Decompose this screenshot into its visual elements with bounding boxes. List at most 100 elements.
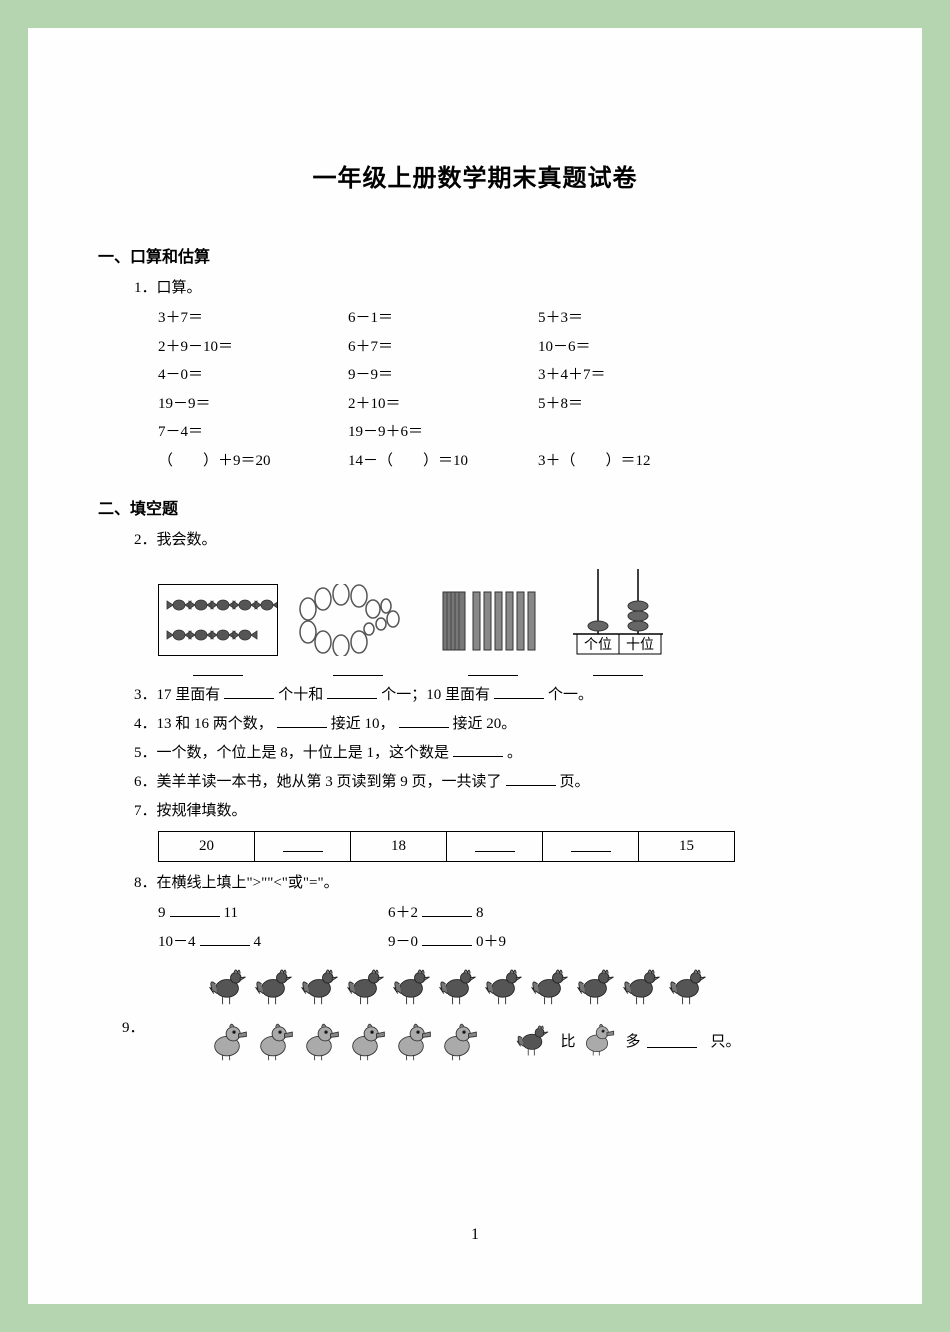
rooster-icon: [619, 962, 663, 1006]
blank: [571, 836, 611, 852]
blank: [333, 662, 383, 676]
blank: [170, 901, 220, 917]
rooster-icon: [343, 962, 387, 1006]
q9: 9．: [98, 956, 852, 1062]
compare-item: 10－44: [158, 928, 388, 957]
cmp-left: 9: [158, 905, 166, 921]
q5: 5．一个数，个位上是 8，十位上是 1，这个数是。: [134, 740, 852, 767]
q6-text: 页。: [560, 774, 590, 790]
exam-title: 一年级上册数学期末真题试卷: [98, 158, 852, 193]
calc-cell: 9－9＝: [348, 361, 538, 390]
q8-label: 8．在横线上填上">""<"或"="。: [134, 870, 852, 897]
blank: [475, 836, 515, 852]
q6-text: 6．美羊羊读一本书，她从第 3 页读到第 9 页，一共读了: [134, 774, 502, 790]
eggs-box: [293, 584, 423, 676]
section1-header: 一、口算和估算: [98, 243, 852, 267]
svg-text:个位: 个位: [584, 637, 612, 653]
sticks-icon: [438, 584, 548, 656]
q7-label: 7．按规律填数。: [134, 798, 852, 825]
duck-icon: [205, 1018, 249, 1062]
sticks-box: [438, 584, 548, 676]
duck-icon: [389, 1018, 433, 1062]
blank: [283, 836, 323, 852]
abacus-box: 个位 十位: [563, 564, 673, 676]
q9-bi: 比: [561, 1030, 576, 1051]
calc-cell: 7－4＝: [158, 418, 348, 447]
duck-icon: [251, 1018, 295, 1062]
blank: [224, 683, 274, 699]
cmp-left: 6＋2: [388, 905, 418, 921]
calc-cell: 4－0＝: [158, 361, 348, 390]
q4: 4．13 和 16 两个数， 接近 10， 接近 20。: [134, 711, 852, 738]
duck-icon: [578, 1019, 616, 1057]
blank: [468, 662, 518, 676]
calc-cell: （ ）＋9＝20: [158, 447, 348, 476]
pattern-cell: 20: [159, 832, 255, 862]
q5-text: 。: [507, 745, 522, 761]
rooster-icon: [665, 962, 709, 1006]
candy-icon: [158, 584, 278, 656]
duck-row: 比 多 只。: [205, 1018, 741, 1062]
abacus-icon: 个位 十位: [563, 564, 673, 656]
q4-text: 4．13 和 16 两个数，: [134, 716, 273, 732]
eggs-icon: [293, 584, 423, 656]
page-number: 1: [28, 1226, 922, 1244]
compare-item: 6＋2 8: [388, 899, 618, 928]
compare-item: 911: [158, 899, 388, 928]
blank: [200, 930, 250, 946]
counting-images: 个位 十位: [158, 564, 852, 676]
calc-cell: 5＋8＝: [538, 390, 728, 419]
pattern-cell: [447, 832, 543, 862]
q2-label: 2．我会数。: [134, 527, 852, 554]
rooster-icon: [205, 962, 249, 1006]
q3-text: 个一；10 里面有: [381, 687, 490, 703]
blank: [193, 662, 243, 676]
pattern-cell: 18: [351, 832, 447, 862]
q6: 6．美羊羊读一本书，她从第 3 页读到第 9 页，一共读了 页。: [134, 769, 852, 796]
calc-cell: 6－1＝: [348, 304, 538, 333]
calc-cell: 19－9＝: [158, 390, 348, 419]
section2-header: 二、填空题: [98, 495, 852, 519]
calc-cell: 5＋3＝: [538, 304, 728, 333]
q4-text: 接近 20。: [453, 716, 517, 732]
blank: [506, 770, 556, 786]
rooster-icon: [481, 962, 525, 1006]
duck-icon: [343, 1018, 387, 1062]
rooster-icon: [297, 962, 341, 1006]
q9-duo: 多: [626, 1030, 641, 1051]
rooster-icon: [527, 962, 571, 1006]
page: 一年级上册数学期末真题试卷 一、口算和估算 1．口算。 3＋7＝ 6－1＝ 5＋…: [28, 28, 922, 1304]
rooster-icon: [389, 962, 433, 1006]
q9-zhi: 只。: [711, 1030, 741, 1051]
calc-cell: 2＋10＝: [348, 390, 538, 419]
pattern-table: 20 18 15: [158, 831, 735, 862]
blank: [399, 712, 449, 728]
cmp-right: 8: [476, 905, 484, 921]
calc-cell: 3＋7＝: [158, 304, 348, 333]
calc-cell: 6＋7＝: [348, 333, 538, 362]
blank: [422, 901, 472, 917]
calc-cell: 2＋9－10＝: [158, 333, 348, 362]
candy-box: [158, 584, 278, 676]
duck-icon: [435, 1018, 479, 1062]
blank: [277, 712, 327, 728]
cmp-left: 10－4: [158, 934, 196, 950]
blank: [453, 741, 503, 757]
calc-cell: [538, 418, 728, 447]
compare-item: 9－00＋9: [388, 928, 618, 957]
calc-cell: 3＋4＋7＝: [538, 361, 728, 390]
calc-cell: 14－（ ）＝10: [348, 447, 538, 476]
q3-text: 个十和: [278, 687, 323, 703]
rooster-icon: [435, 962, 479, 1006]
q1-label: 1．口算。: [134, 275, 852, 302]
q9-label: 9．: [122, 1016, 145, 1037]
q3: 3．17 里面有个十和个一；10 里面有个一。: [134, 682, 852, 709]
calc-cell: 3＋（ ）＝12: [538, 447, 728, 476]
cmp-right: 0＋9: [476, 934, 506, 950]
q4-text: 接近 10，: [331, 716, 395, 732]
pattern-cell: [543, 832, 639, 862]
pattern-cell: [255, 832, 351, 862]
rooster-row: [205, 962, 741, 1006]
duck-icon: [297, 1018, 341, 1062]
svg-text:十位: 十位: [626, 637, 654, 653]
